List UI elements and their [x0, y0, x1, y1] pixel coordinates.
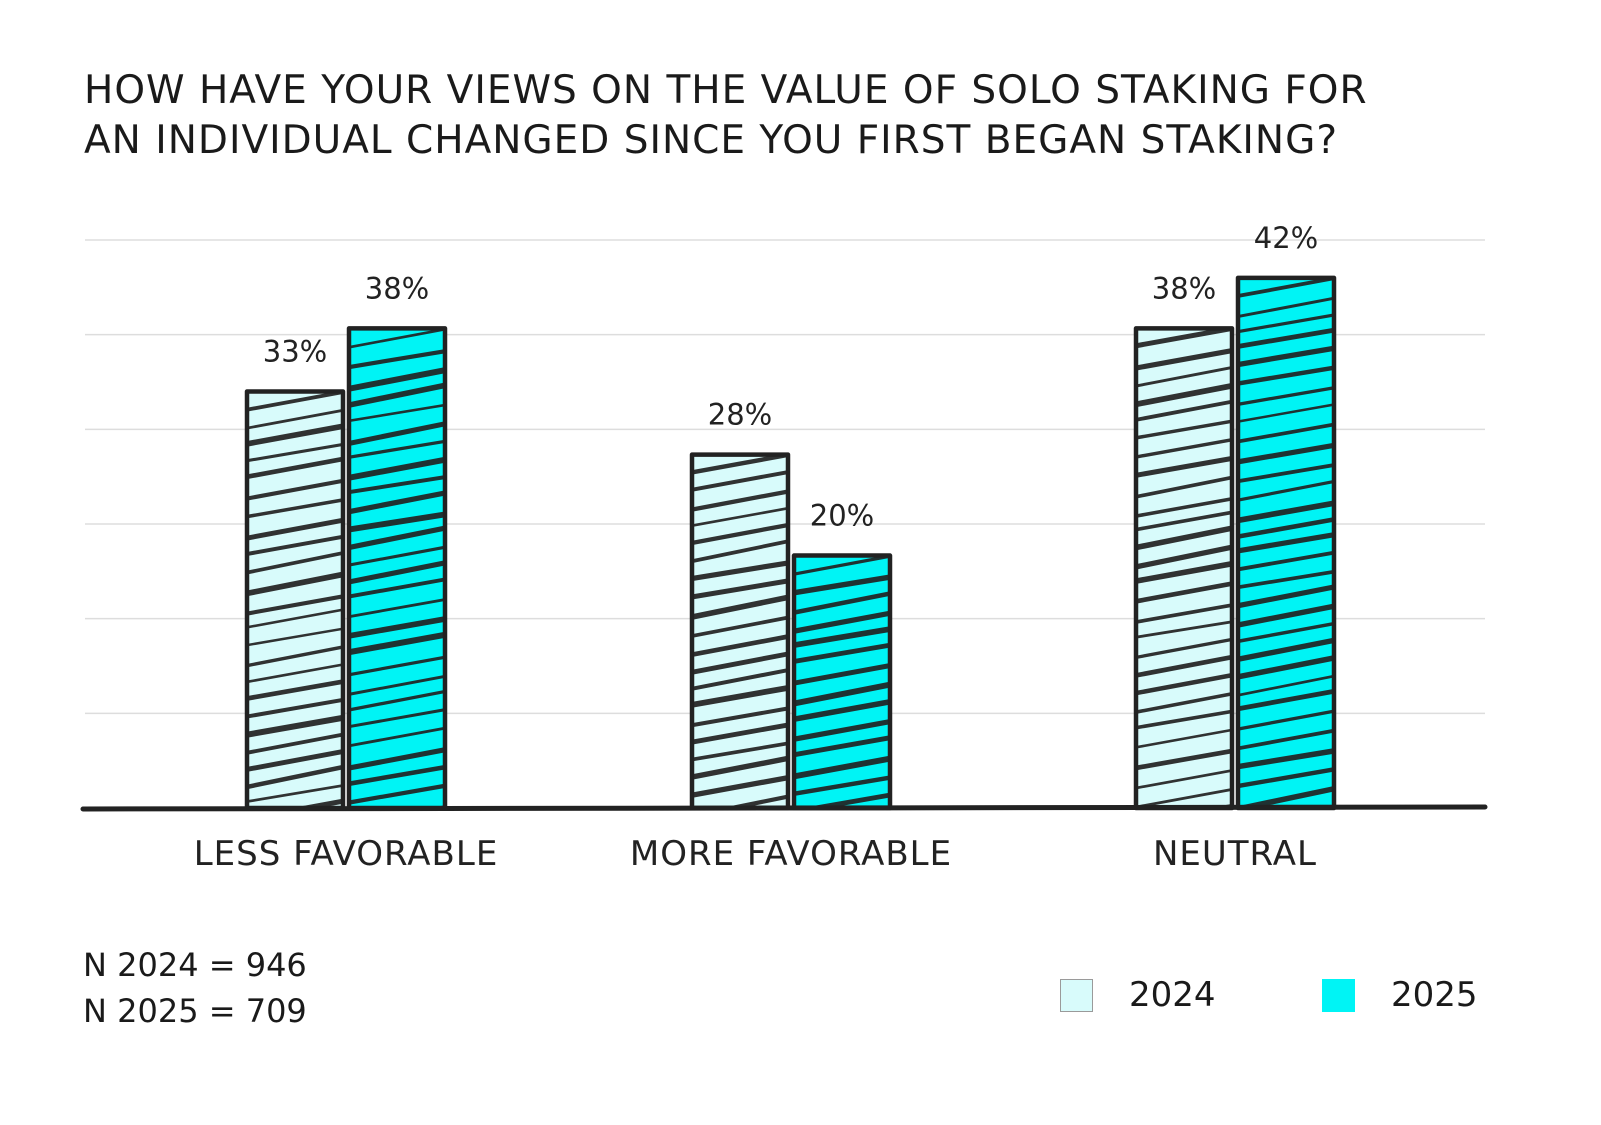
legend-item-2025: 2025	[1322, 975, 1478, 1015]
chart-title: How have your views on the value of solo…	[84, 66, 1524, 166]
x-tick-label: NEUTRAL	[1153, 834, 1317, 874]
data-label: 28%	[708, 398, 772, 432]
data-label: 38%	[365, 271, 429, 305]
legend-swatch-2024	[1060, 978, 1093, 1012]
chart-title-line-1: How have your views on the value of solo…	[84, 68, 1368, 113]
sample-size-2024: N 2024 = 946	[83, 946, 307, 984]
bar-2025-more-favorable	[791, 553, 893, 811]
bar-2025-less-favorable	[346, 326, 448, 811]
chart-title-line-2: an individual changed since you first be…	[84, 118, 1339, 163]
data-label: 38%	[1152, 271, 1216, 305]
legend-label-2024: 2024	[1129, 975, 1216, 1015]
legend-swatch-2025	[1322, 978, 1355, 1012]
legend-label-2025: 2025	[1391, 975, 1478, 1015]
data-label: 20%	[810, 499, 874, 533]
data-label: 33%	[263, 334, 327, 368]
sample-size-2025: N 2025 = 709	[83, 992, 307, 1030]
legend-item-2024: 2024	[1060, 975, 1216, 1015]
x-tick-label: MORE FAVORABLE	[630, 834, 952, 874]
x-axis-baseline	[80, 804, 1488, 812]
bar-2024-less-favorable	[244, 389, 346, 811]
bar-2025-neutral	[1235, 275, 1337, 811]
bar-2024-more-favorable	[689, 452, 791, 811]
x-tick-label: LESS FAVORABLE	[194, 834, 499, 874]
data-label: 42%	[1254, 221, 1318, 255]
bar-2024-neutral	[1133, 326, 1235, 811]
